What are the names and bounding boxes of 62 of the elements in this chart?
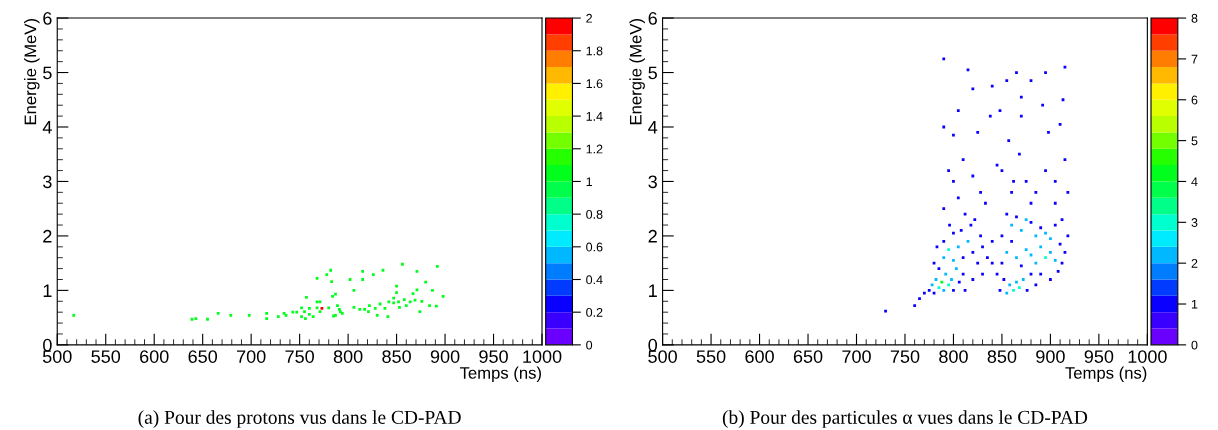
y-tick-label: 5 [648, 66, 657, 80]
x-tick-label: 600 [140, 350, 169, 363]
x-tick-label: 900 [430, 350, 460, 363]
color-bar-label: 0 [1191, 340, 1198, 350]
text: (a) Pour des protons vus dans le CD-PAD [138, 410, 461, 428]
x-tick-label: 950 [1084, 350, 1114, 363]
color-bar-label: 1.2 [586, 144, 603, 154]
x-tick-label: 550 [91, 350, 121, 363]
x-tick-label: 650 [188, 350, 218, 363]
color-bar-label: 0 [586, 340, 593, 350]
y-axis-title: Energie (MeV) [629, 19, 645, 125]
y-tick-label: 3 [43, 175, 52, 189]
y-tick-label: 4 [648, 121, 658, 134]
color-bar-label: 7 [1191, 54, 1198, 64]
y-tick-label: 4 [42, 121, 52, 134]
text: (b) Pour des particules α vues dans le CD-PAD [722, 410, 1088, 428]
color-bar-label: 6 [1191, 95, 1198, 105]
y-tick-label: 0 [43, 338, 52, 352]
x-tick-label: 1000 [523, 350, 562, 363]
y-tick-label: 2 [43, 229, 52, 243]
color-bar-label: 0.6 [586, 242, 603, 252]
x-tick-label: 850 [382, 350, 411, 363]
color-bar-label: 2 [586, 13, 592, 23]
color-bar-label: 1.6 [586, 79, 603, 89]
color-bar-label: 1 [586, 177, 592, 186]
y-tick-label: 1 [43, 284, 52, 297]
x-tick-label: 900 [1036, 350, 1065, 363]
x-tick-label: 750 [890, 350, 920, 363]
x-tick-label: 650 [793, 350, 823, 363]
y-tick-label: 0 [648, 338, 658, 352]
x-tick-label: 500 [648, 350, 677, 363]
x-tick-label: 550 [696, 350, 726, 363]
color-bar-label: 0.2 [586, 307, 603, 317]
color-bar-label: 1 [1191, 299, 1198, 309]
color-bar-label: 0.4 [586, 275, 603, 285]
x-tick-label: 1000 [1128, 350, 1167, 363]
y-tick-label: 5 [43, 66, 52, 80]
color-bar-label: 8 [1191, 13, 1198, 23]
y-tick-label: 6 [43, 11, 52, 25]
x-tick-label: 950 [479, 350, 508, 363]
y-axis-title: Energie (MeV) [24, 19, 40, 125]
x-tick-label: 800 [333, 350, 363, 363]
x-tick-label: 800 [939, 350, 968, 363]
y-tick-label: 6 [648, 11, 657, 25]
x-tick-label: 750 [285, 350, 314, 363]
color-bar-label: 1.8 [586, 46, 603, 56]
y-tick-label: 3 [648, 175, 657, 189]
color-bar-label: 4 [1191, 177, 1198, 186]
color-bar-label: 1.4 [586, 112, 603, 121]
x-tick-label: 700 [237, 350, 266, 363]
color-bar-label: 2 [1191, 258, 1198, 268]
color-bar-label: 5 [1191, 136, 1198, 146]
x-axis-title: Temps (ns) [459, 366, 541, 383]
x-axis-title: Temps (ns) [1065, 366, 1147, 383]
x-tick-label: 700 [842, 350, 871, 363]
y-tick-label: 2 [648, 229, 657, 243]
x-tick-label: 850 [987, 350, 1017, 363]
color-bar-label: 3 [1191, 218, 1198, 227]
x-tick-label: 600 [745, 350, 774, 363]
x-tick-label: 500 [42, 350, 72, 363]
color-bar-label: 0.8 [586, 209, 603, 219]
y-tick-label: 1 [649, 284, 657, 297]
